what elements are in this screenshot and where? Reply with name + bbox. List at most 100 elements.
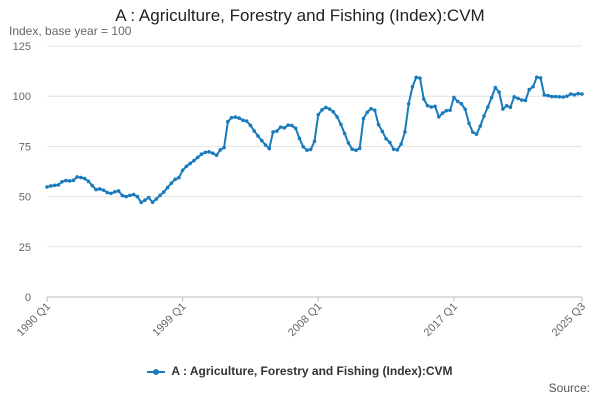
data-point[interactable] <box>444 108 449 113</box>
data-point[interactable] <box>259 138 264 143</box>
data-point[interactable] <box>177 175 181 180</box>
data-point[interactable] <box>542 93 547 97</box>
data-point[interactable] <box>418 76 422 80</box>
data-point[interactable] <box>565 94 569 98</box>
data-point[interactable] <box>105 190 110 195</box>
data-point[interactable] <box>45 185 49 189</box>
data-point[interactable] <box>440 111 445 115</box>
data-point[interactable] <box>425 103 430 108</box>
data-point[interactable] <box>508 105 513 110</box>
data-point[interactable] <box>478 124 483 128</box>
data-point[interactable] <box>342 131 347 136</box>
data-point[interactable] <box>308 147 313 152</box>
legend[interactable]: A : Agriculture, Forestry and Fishing (I… <box>0 364 600 378</box>
data-point[interactable] <box>233 115 238 119</box>
data-point[interactable] <box>316 112 321 117</box>
data-point[interactable] <box>452 95 456 100</box>
data-point[interactable] <box>504 104 509 108</box>
data-point[interactable] <box>312 139 317 144</box>
data-point[interactable] <box>64 178 68 183</box>
data-point[interactable] <box>90 183 95 188</box>
data-point[interactable] <box>433 104 437 109</box>
data-point[interactable] <box>357 146 362 151</box>
data-point[interactable] <box>516 96 520 101</box>
data-point[interactable] <box>486 105 490 109</box>
data-point[interactable] <box>222 145 226 150</box>
data-point[interactable] <box>180 168 185 173</box>
data-point[interactable] <box>576 91 581 96</box>
data-point[interactable] <box>538 76 543 80</box>
data-point[interactable] <box>109 191 113 196</box>
data-point[interactable] <box>97 187 102 191</box>
data-point[interactable] <box>165 185 170 190</box>
data-point[interactable] <box>139 200 143 205</box>
data-point[interactable] <box>256 134 260 138</box>
data-point[interactable] <box>120 193 125 198</box>
data-point[interactable] <box>263 143 268 147</box>
data-point[interactable] <box>79 175 83 180</box>
data-point[interactable] <box>384 136 388 141</box>
data-point[interactable] <box>550 94 554 99</box>
data-point[interactable] <box>267 146 272 151</box>
data-point[interactable] <box>474 132 479 136</box>
data-point[interactable] <box>523 98 528 103</box>
data-point[interactable] <box>128 193 132 198</box>
data-point[interactable] <box>459 102 464 106</box>
data-point[interactable] <box>75 175 79 179</box>
data-point[interactable] <box>470 130 475 134</box>
data-point[interactable] <box>210 151 215 156</box>
data-point[interactable] <box>572 92 577 97</box>
data-point[interactable] <box>60 179 64 184</box>
data-point[interactable] <box>414 75 419 80</box>
data-point[interactable] <box>286 123 290 127</box>
data-point[interactable] <box>158 193 162 198</box>
data-point[interactable] <box>48 184 53 188</box>
data-point[interactable] <box>410 84 415 89</box>
data-point[interactable] <box>173 177 177 182</box>
data-point[interactable] <box>154 197 159 201</box>
data-point[interactable] <box>94 187 98 192</box>
data-point[interactable] <box>207 150 211 154</box>
data-point[interactable] <box>184 164 189 169</box>
data-point[interactable] <box>519 98 524 102</box>
data-point[interactable] <box>52 183 57 188</box>
data-point[interactable] <box>271 130 275 134</box>
data-point[interactable] <box>350 147 354 152</box>
data-point[interactable] <box>278 125 283 129</box>
data-point[interactable] <box>229 115 234 120</box>
data-point[interactable] <box>331 110 336 114</box>
data-point[interactable] <box>282 126 287 130</box>
data-point[interactable] <box>339 122 343 127</box>
data-point[interactable] <box>335 115 339 119</box>
data-point[interactable] <box>561 95 565 99</box>
data-point[interactable] <box>199 152 204 157</box>
data-point[interactable] <box>512 95 516 99</box>
data-point[interactable] <box>406 102 411 106</box>
data-point[interactable] <box>388 140 392 145</box>
data-point[interactable] <box>467 121 471 126</box>
data-point[interactable] <box>527 87 532 92</box>
data-point[interactable] <box>482 114 486 118</box>
data-point[interactable] <box>241 118 245 123</box>
data-point[interactable] <box>124 194 128 199</box>
data-point[interactable] <box>557 95 562 99</box>
data-point[interactable] <box>301 145 305 149</box>
data-point[interactable] <box>131 192 136 197</box>
data-point[interactable] <box>497 90 501 94</box>
data-point[interactable] <box>421 97 426 101</box>
data-point[interactable] <box>324 105 328 110</box>
data-point[interactable] <box>226 119 230 124</box>
data-point[interactable] <box>293 126 298 131</box>
data-point[interactable] <box>146 195 151 200</box>
data-point[interactable] <box>361 116 366 121</box>
data-point[interactable] <box>305 148 309 153</box>
data-point[interactable] <box>275 129 279 133</box>
data-point[interactable] <box>150 200 155 205</box>
data-point[interactable] <box>203 150 208 155</box>
data-point[interactable] <box>116 189 121 193</box>
data-point[interactable] <box>346 141 351 145</box>
data-point[interactable] <box>195 155 200 160</box>
data-point[interactable] <box>372 108 377 113</box>
data-point[interactable] <box>463 107 468 112</box>
data-point[interactable] <box>501 107 505 111</box>
